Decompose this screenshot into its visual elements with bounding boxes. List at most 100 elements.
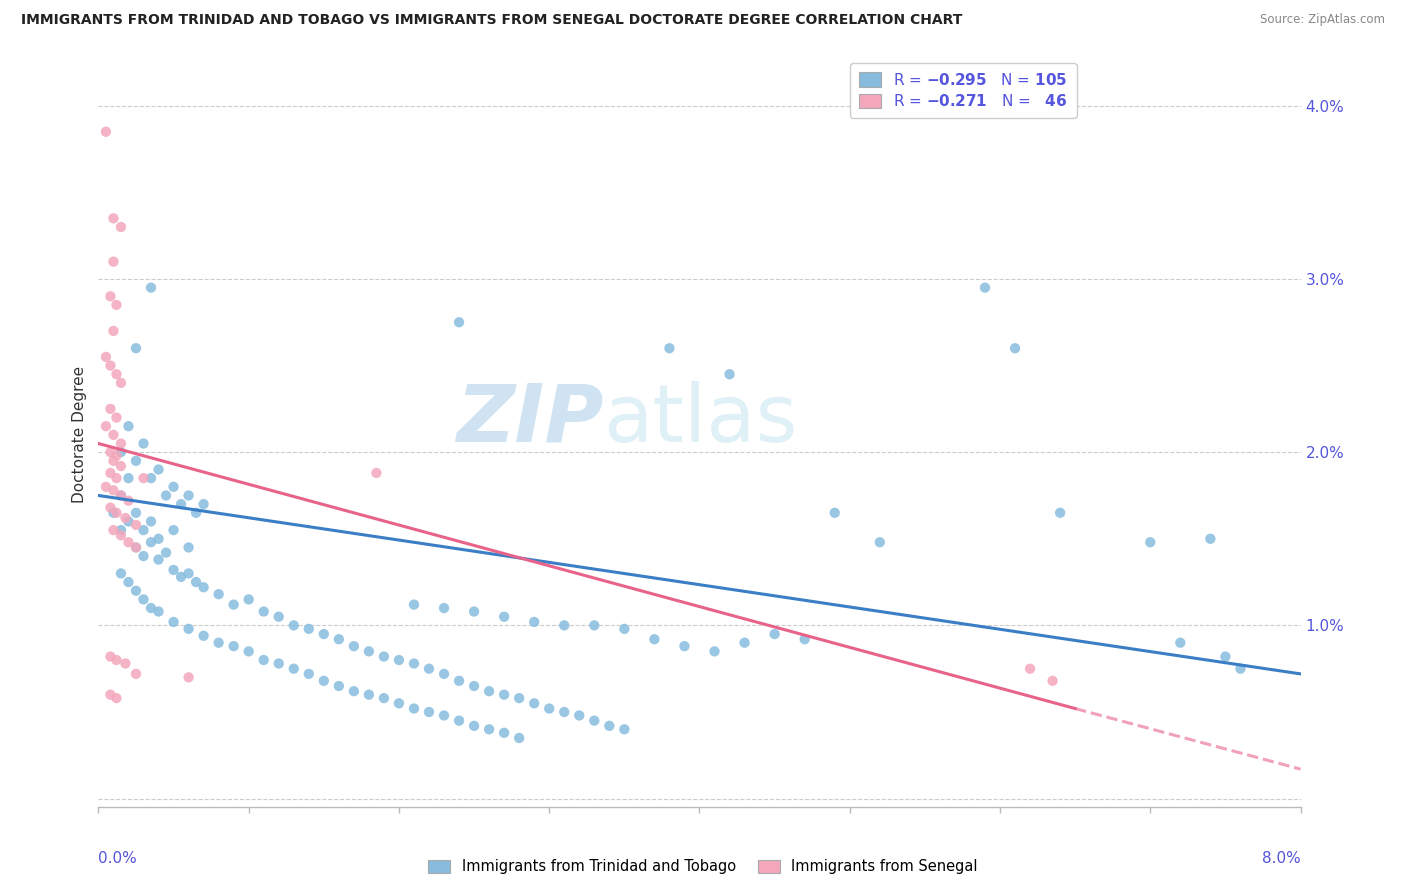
Point <box>418 662 440 676</box>
Point <box>125 666 148 681</box>
Point <box>125 506 148 520</box>
Point <box>110 566 132 581</box>
Point <box>100 445 122 459</box>
Point <box>170 497 193 511</box>
Point <box>170 570 193 584</box>
Point <box>583 618 606 632</box>
Point <box>117 419 139 434</box>
Point <box>177 622 200 636</box>
Point <box>125 454 148 468</box>
Point <box>100 688 122 702</box>
Point <box>148 532 170 546</box>
Point <box>447 673 470 688</box>
Point <box>388 696 411 710</box>
Point <box>253 605 276 619</box>
Point <box>103 254 125 268</box>
Point <box>100 359 122 373</box>
Point <box>132 549 155 563</box>
Point <box>103 211 125 226</box>
Point <box>177 566 200 581</box>
Point <box>100 289 122 303</box>
Point <box>117 515 139 529</box>
Point <box>110 528 132 542</box>
Point <box>658 341 681 355</box>
Point <box>148 462 170 476</box>
Point <box>222 639 245 653</box>
Point <box>105 653 128 667</box>
Point <box>100 466 122 480</box>
Point <box>110 376 132 390</box>
Point <box>402 598 425 612</box>
Point <box>125 541 148 555</box>
Text: Source: ZipAtlas.com: Source: ZipAtlas.com <box>1260 13 1385 27</box>
Point <box>125 341 148 355</box>
Point <box>148 552 170 566</box>
Point <box>105 368 128 382</box>
Point <box>117 493 139 508</box>
Point <box>267 657 290 671</box>
Point <box>100 500 122 515</box>
Point <box>1049 506 1071 520</box>
Point <box>343 684 366 698</box>
Point <box>193 629 215 643</box>
Point <box>583 714 606 728</box>
Point <box>139 471 162 485</box>
Point <box>478 684 501 698</box>
Point <box>132 471 155 485</box>
Point <box>283 618 305 632</box>
Point <box>184 506 207 520</box>
Point <box>343 639 366 653</box>
Point <box>193 497 215 511</box>
Point <box>94 480 117 494</box>
Point <box>433 601 456 615</box>
Point <box>110 445 132 459</box>
Point <box>508 731 530 745</box>
Point <box>312 673 335 688</box>
Point <box>94 125 117 139</box>
Point <box>718 368 741 382</box>
Point <box>463 719 485 733</box>
Point <box>155 488 177 502</box>
Point <box>447 714 470 728</box>
Point <box>433 708 456 723</box>
Point <box>974 280 997 294</box>
Point <box>673 639 696 653</box>
Text: 8.0%: 8.0% <box>1261 851 1301 865</box>
Point <box>105 506 128 520</box>
Point <box>538 701 561 715</box>
Text: IMMIGRANTS FROM TRINIDAD AND TOBAGO VS IMMIGRANTS FROM SENEGAL DOCTORATE DEGREE : IMMIGRANTS FROM TRINIDAD AND TOBAGO VS I… <box>21 13 963 28</box>
Point <box>132 523 155 537</box>
Point <box>373 691 395 706</box>
Point <box>94 350 117 364</box>
Point <box>494 726 516 740</box>
Text: atlas: atlas <box>603 381 797 459</box>
Point <box>139 601 162 615</box>
Point <box>1042 673 1064 688</box>
Point <box>643 632 665 647</box>
Point <box>125 583 148 598</box>
Point <box>177 670 200 684</box>
Point <box>523 615 546 629</box>
Point <box>494 609 516 624</box>
Point <box>110 488 132 502</box>
Point <box>139 280 162 294</box>
Point <box>105 449 128 463</box>
Legend: Immigrants from Trinidad and Tobago, Immigrants from Senegal: Immigrants from Trinidad and Tobago, Imm… <box>422 854 984 880</box>
Point <box>103 324 125 338</box>
Point <box>373 649 395 664</box>
Point <box>553 618 575 632</box>
Point <box>114 657 136 671</box>
Point <box>1168 636 1191 650</box>
Point <box>110 219 132 234</box>
Point <box>402 657 425 671</box>
Point <box>508 691 530 706</box>
Point <box>193 580 215 594</box>
Point <box>613 622 636 636</box>
Point <box>238 592 260 607</box>
Point <box>328 679 350 693</box>
Point <box>447 315 470 329</box>
Point <box>208 636 231 650</box>
Point <box>117 575 139 590</box>
Point <box>1229 662 1251 676</box>
Point <box>598 719 620 733</box>
